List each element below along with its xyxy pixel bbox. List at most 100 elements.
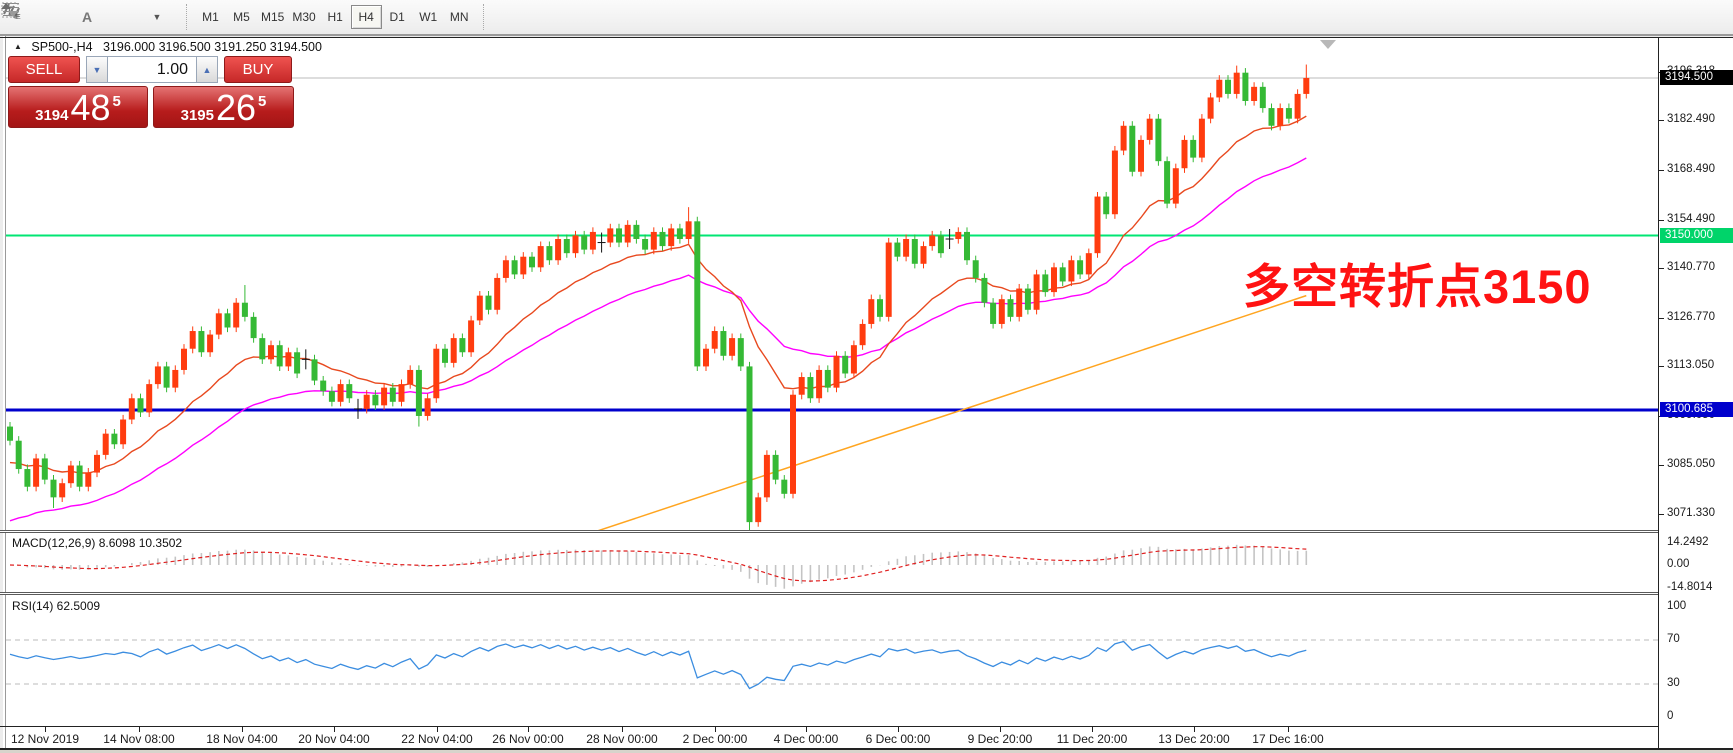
volume-decrease-button[interactable]: ▼ xyxy=(86,56,108,83)
candlestick-series xyxy=(7,64,1310,530)
price-tick xyxy=(1659,513,1664,515)
time-label: 6 Dec 00:00 xyxy=(865,732,931,746)
chart-shift-marker-icon[interactable] xyxy=(1320,40,1336,49)
time-label: 4 Dec 00:00 xyxy=(773,732,839,746)
tf-d1[interactable]: D1 xyxy=(389,10,405,24)
time-tick xyxy=(1092,727,1093,732)
time-label: 12 Nov 2019 xyxy=(10,732,80,746)
macd-axis-label: 14.2492 xyxy=(1667,536,1709,548)
macd-label: MACD(12,26,9) 8.6098 10.3502 xyxy=(12,536,183,550)
grid-icon[interactable]: F xyxy=(3,3,70,30)
dropdown-caret-icon: ▼ xyxy=(152,12,162,22)
time-label: 26 Nov 00:00 xyxy=(492,732,564,746)
time-tick xyxy=(1000,727,1001,732)
tf-m5[interactable]: M5 xyxy=(233,10,250,24)
time-axis-border xyxy=(0,726,1733,727)
time-label: 20 Nov 04:00 xyxy=(298,732,370,746)
time-label: 13 Dec 20:00 xyxy=(1158,732,1230,746)
ma-fast-line xyxy=(9,115,1307,474)
time-tick xyxy=(139,727,140,732)
window-bottom-edge xyxy=(0,748,1733,753)
volume-increase-button[interactable]: ▲ xyxy=(196,56,218,83)
tf-m15[interactable]: M15 xyxy=(261,10,285,24)
price-tick xyxy=(1659,317,1664,319)
price-tick xyxy=(1659,170,1664,172)
rsi-axis-label: 30 xyxy=(1667,677,1680,689)
toolbar: E F A T ▼ M1 M5 M15 M30 H1 H4 D1 W1 MN xyxy=(0,0,1733,36)
chart-title: ▲ SP500-,H4 3196.000 3196.500 3191.250 3… xyxy=(14,40,322,54)
macd-axis-label: -14.8014 xyxy=(1667,581,1713,593)
toolbar-separator-2 xyxy=(482,4,484,30)
macd-signal-line xyxy=(9,546,1307,582)
time-label: 18 Nov 04:00 xyxy=(206,732,278,746)
blue-line-badge: 3100.685 xyxy=(1660,402,1733,418)
tf-m30[interactable]: M30 xyxy=(292,10,316,24)
sell-price-box[interactable]: 3194 48 5 xyxy=(8,86,148,128)
objects-arrows-icon-glyph xyxy=(1,3,18,17)
current-price-badge: 3194.500 xyxy=(1660,70,1733,86)
time-axis[interactable]: 12 Nov 2019 14 Nov 08:00 18 Nov 04:00 20 No… xyxy=(6,727,1658,748)
macd-svg xyxy=(9,544,1308,589)
time-label: 14 Nov 08:00 xyxy=(103,732,175,746)
time-tick xyxy=(45,727,46,732)
chinese-annotation: 多空转折点3150 xyxy=(1243,260,1592,313)
time-tick xyxy=(437,727,438,732)
price-tick xyxy=(1659,465,1664,467)
tf-m1[interactable]: M1 xyxy=(202,10,219,24)
time-tick xyxy=(1288,727,1289,732)
macd-splitter[interactable] xyxy=(0,530,1733,533)
time-tick xyxy=(715,727,716,732)
macd-axis-label: 0.00 xyxy=(1667,558,1690,570)
trade-panel-price-row: 3194 48 5 3195 26 5 xyxy=(8,86,298,128)
rsi-splitter[interactable] xyxy=(0,592,1733,595)
buy-point: 5 xyxy=(258,93,267,110)
buy-big-figure: 3195 xyxy=(180,107,214,124)
sell-pips: 48 xyxy=(70,87,111,128)
buy-button[interactable]: BUY xyxy=(224,56,292,83)
price-tick-label: 3126.770 xyxy=(1667,310,1715,323)
time-tick xyxy=(242,727,243,732)
rsi-label: RSI(14) 62.5009 xyxy=(12,599,101,613)
objects-arrows-icon[interactable]: ▼ xyxy=(1,3,176,30)
price-tick-label: 3085.050 xyxy=(1667,458,1715,471)
tf-mn[interactable]: MN xyxy=(449,10,469,24)
toolbar-separator xyxy=(186,4,187,30)
time-label: 2 Dec 00:00 xyxy=(682,732,748,746)
rsi-svg xyxy=(6,639,1658,690)
time-label: 17 Dec 16:00 xyxy=(1252,732,1324,746)
buy-pips: 26 xyxy=(215,87,257,128)
price-axis[interactable]: 3196.3183182.4903168.4903154.4903140.770… xyxy=(1658,38,1733,748)
price-tick-label: 3140.770 xyxy=(1667,261,1715,274)
price-tick-label: 3113.050 xyxy=(1667,359,1715,372)
font-label-icon[interactable]: A xyxy=(81,9,93,25)
ohlc-values: 3196.000 3196.500 3191.250 3194.500 xyxy=(102,40,322,54)
time-tick xyxy=(622,727,623,732)
collapse-panel-triangle[interactable]: ▲ xyxy=(14,42,22,51)
text-box-icon[interactable]: T xyxy=(1,2,134,30)
sell-button[interactable]: SELL xyxy=(8,56,80,83)
time-label: 28 Nov 00:00 xyxy=(586,732,658,746)
macd-pane[interactable] xyxy=(6,533,1658,592)
price-tick-label: 3182.490 xyxy=(1667,113,1715,126)
time-tick xyxy=(528,727,529,732)
price-tick xyxy=(1659,366,1664,368)
rsi-axis-label: 100 xyxy=(1667,600,1687,612)
time-label: 11 Dec 20:00 xyxy=(1056,732,1128,746)
trade-panel-top-row: SELL ▼ ▲ BUY xyxy=(8,56,298,83)
macd-histogram xyxy=(17,544,1308,589)
one-click-trade-panel: SELL ▼ ▲ BUY 3194 48 5 3195 26 5 xyxy=(8,56,298,128)
price-tick xyxy=(1659,268,1664,270)
buy-price-box[interactable]: 3195 26 5 xyxy=(153,86,294,128)
time-tick xyxy=(806,727,807,732)
symbol-period-label: SP500-,H4 xyxy=(31,40,93,54)
volume-input[interactable] xyxy=(108,56,196,83)
tf-w1[interactable]: W1 xyxy=(419,10,438,24)
sell-point: 5 xyxy=(112,93,121,110)
rsi-line xyxy=(9,640,1307,690)
tf-h1[interactable]: H1 xyxy=(327,10,343,24)
ma-mid-line xyxy=(9,157,1307,522)
tf-h4-active[interactable]: H4 xyxy=(350,5,382,29)
rsi-pane[interactable] xyxy=(6,595,1658,726)
time-tick xyxy=(1194,727,1195,732)
price-tick-label: 3071.330 xyxy=(1667,506,1715,519)
